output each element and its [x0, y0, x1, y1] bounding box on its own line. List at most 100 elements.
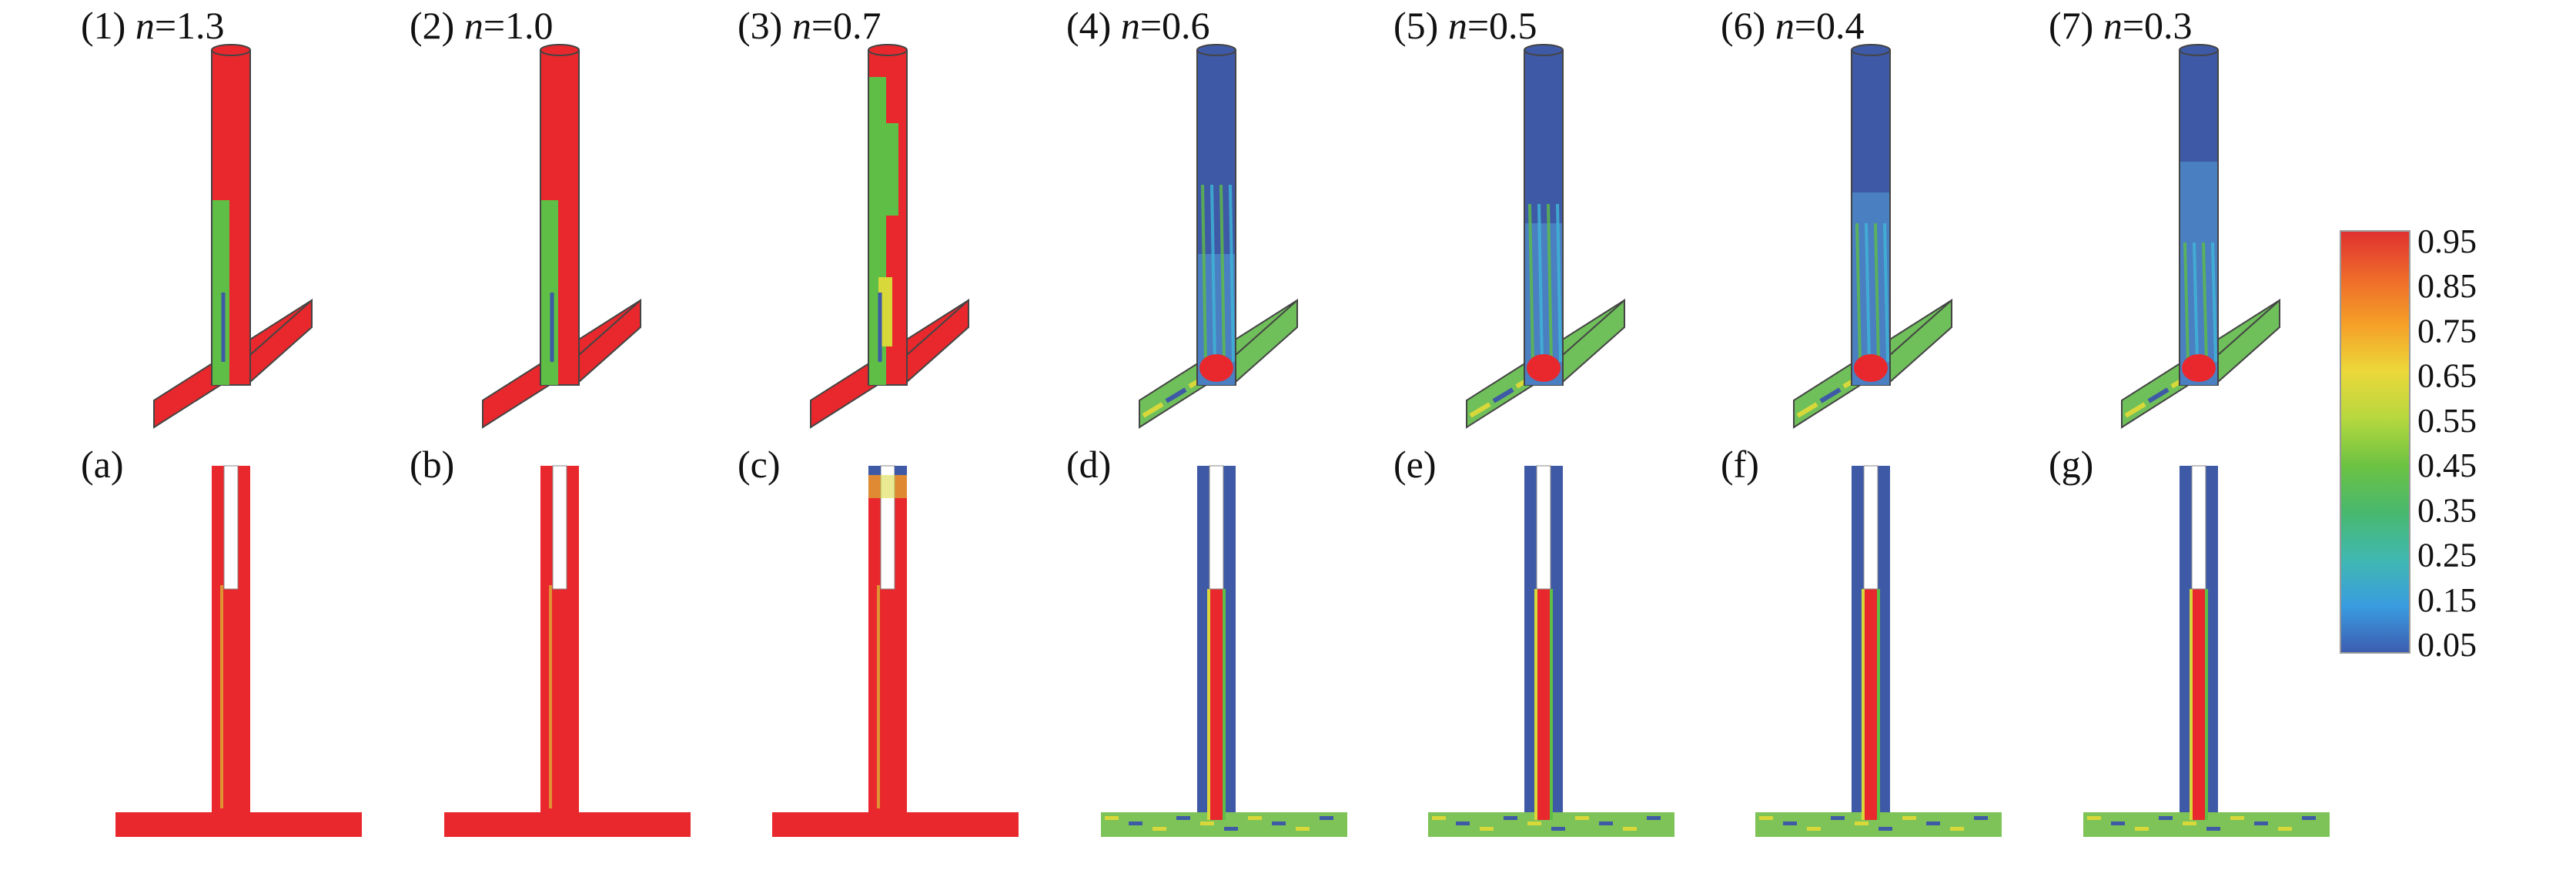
channel-streak — [1456, 821, 1470, 825]
panel-number: (2) — [410, 4, 464, 47]
panel-4: (4) n=0.6 (d) — [1066, 4, 1347, 837]
channel-streak — [1200, 821, 1214, 825]
tube-inlet-hotspot — [1527, 354, 1561, 382]
section-column-streak — [220, 585, 223, 808]
channel-streak — [1974, 816, 1988, 820]
channel-streak — [1129, 821, 1142, 825]
panel-title: (3) n=0.7 — [738, 4, 882, 47]
tube-streak — [1556, 203, 1562, 363]
section-jet-edge — [1877, 589, 1880, 820]
tube-green-zone — [212, 200, 229, 385]
panel-letter: (c) — [738, 443, 781, 486]
section-top-blue — [868, 466, 881, 475]
colorbar-tick-label: 0.35 — [2417, 491, 2477, 529]
n-value: =0.5 — [1467, 4, 1537, 47]
channel-streak — [1831, 816, 1845, 820]
tube-inlet-hotspot — [1854, 354, 1888, 382]
tube-top-cap — [1524, 44, 1564, 56]
tube-streak — [1229, 184, 1235, 363]
channel-streak — [2087, 816, 2101, 820]
panel-3: (3) n=0.7 (c) — [738, 4, 1019, 837]
inlet-streak — [1819, 387, 1842, 403]
channel-streak — [1902, 816, 1916, 820]
panel-title: (6) n=0.4 — [1721, 4, 1865, 47]
inlet-streak — [1796, 402, 1818, 418]
panel-title: (4) n=0.6 — [1066, 4, 1210, 47]
panel-letter: (e) — [1393, 443, 1437, 486]
colorbar-tick-label: 0.15 — [2417, 581, 2477, 619]
section-jet-edge — [1207, 589, 1210, 820]
tube-streak — [1210, 184, 1216, 363]
tube-top-cap — [211, 44, 251, 56]
channel-streak — [1296, 827, 1310, 831]
section-center-pipe — [223, 465, 239, 590]
panel-2: (2) n=1.0 (b) — [410, 4, 691, 837]
tube-top-cap — [1851, 44, 1891, 56]
section-jet-edge — [1550, 589, 1553, 820]
section-column-streak — [877, 585, 880, 808]
colorbar-tick-label: 0.55 — [2417, 402, 2477, 440]
section-jet — [1537, 589, 1550, 820]
panel-6: (6) n=0.4 (f) — [1721, 4, 2002, 837]
n-value: =0.6 — [1140, 4, 1210, 47]
section-center-pipe — [1209, 465, 1224, 590]
channel-streak — [1599, 821, 1613, 825]
panel-number: (7) — [2049, 4, 2103, 47]
channel-streak — [1807, 827, 1821, 831]
tube-streak — [2193, 242, 2199, 363]
section-channel — [444, 812, 691, 837]
tube-streak — [1219, 184, 1226, 363]
n-symbol: n — [792, 4, 811, 47]
panel-title: (5) n=0.5 — [1393, 4, 1537, 47]
channel-streak — [1759, 816, 1773, 820]
tube-green-patch — [883, 123, 898, 216]
section-top-blue — [895, 466, 907, 475]
tube-top-cap — [540, 44, 580, 56]
tube-inlet-hotspot — [1199, 354, 1233, 382]
tube-streak — [1537, 203, 1544, 363]
channel-streak — [1551, 827, 1565, 831]
channel-streak — [1855, 821, 1868, 825]
tube-streak — [2202, 242, 2208, 363]
panel-title: (7) n=0.3 — [2049, 4, 2193, 47]
channel-streak — [1224, 827, 1238, 831]
panel-letter: (d) — [1066, 443, 1111, 486]
n-symbol: n — [1448, 4, 1467, 47]
colorbar-tick-label: 0.45 — [2417, 447, 2477, 484]
channel-streak — [1504, 816, 1517, 820]
inlet-channel-3d-front — [1235, 298, 1298, 384]
channel-streak — [1623, 827, 1637, 831]
n-symbol: n — [1775, 4, 1795, 47]
channel-streak — [1527, 821, 1541, 825]
tube-top-cap — [1196, 44, 1236, 56]
colorbar-scale — [2340, 230, 2410, 654]
colorbar: 0.95 0.85 0.75 0.65 0.55 0.45 0.35 0.25 0.15 0.05 — [2340, 223, 2477, 664]
panel-5: (5) n=0.5 (e) — [1393, 4, 1674, 837]
colorbar-tick-label: 0.75 — [2417, 312, 2477, 350]
channel-streak — [2135, 827, 2149, 831]
channel-streak — [1105, 816, 1119, 820]
channel-streak — [1320, 816, 1333, 820]
n-symbol: n — [464, 4, 483, 47]
tube-green-zone — [541, 200, 558, 385]
tube-top-cap — [2179, 44, 2219, 56]
n-symbol: n — [1121, 4, 1140, 47]
inlet-streak — [1142, 402, 1164, 418]
section-jet-edge — [1223, 589, 1226, 820]
section-center-pipe — [1863, 465, 1878, 590]
inlet-streak — [1165, 387, 1187, 403]
n-value: =0.7 — [811, 4, 882, 47]
channel-streak — [2111, 821, 2125, 825]
channel-streak — [2206, 827, 2220, 831]
section-jet — [2193, 589, 2205, 820]
section-jet-edge — [1534, 589, 1537, 820]
n-symbol: n — [2103, 4, 2123, 47]
channel-streak — [2302, 816, 2316, 820]
channel-streak — [1480, 827, 1494, 831]
panel-number: (5) — [1393, 4, 1448, 47]
colorbar-tick-label: 0.25 — [2417, 537, 2477, 574]
panel-number: (3) — [738, 4, 792, 47]
panel-number: (6) — [1721, 4, 1775, 47]
section-channel — [115, 812, 362, 837]
